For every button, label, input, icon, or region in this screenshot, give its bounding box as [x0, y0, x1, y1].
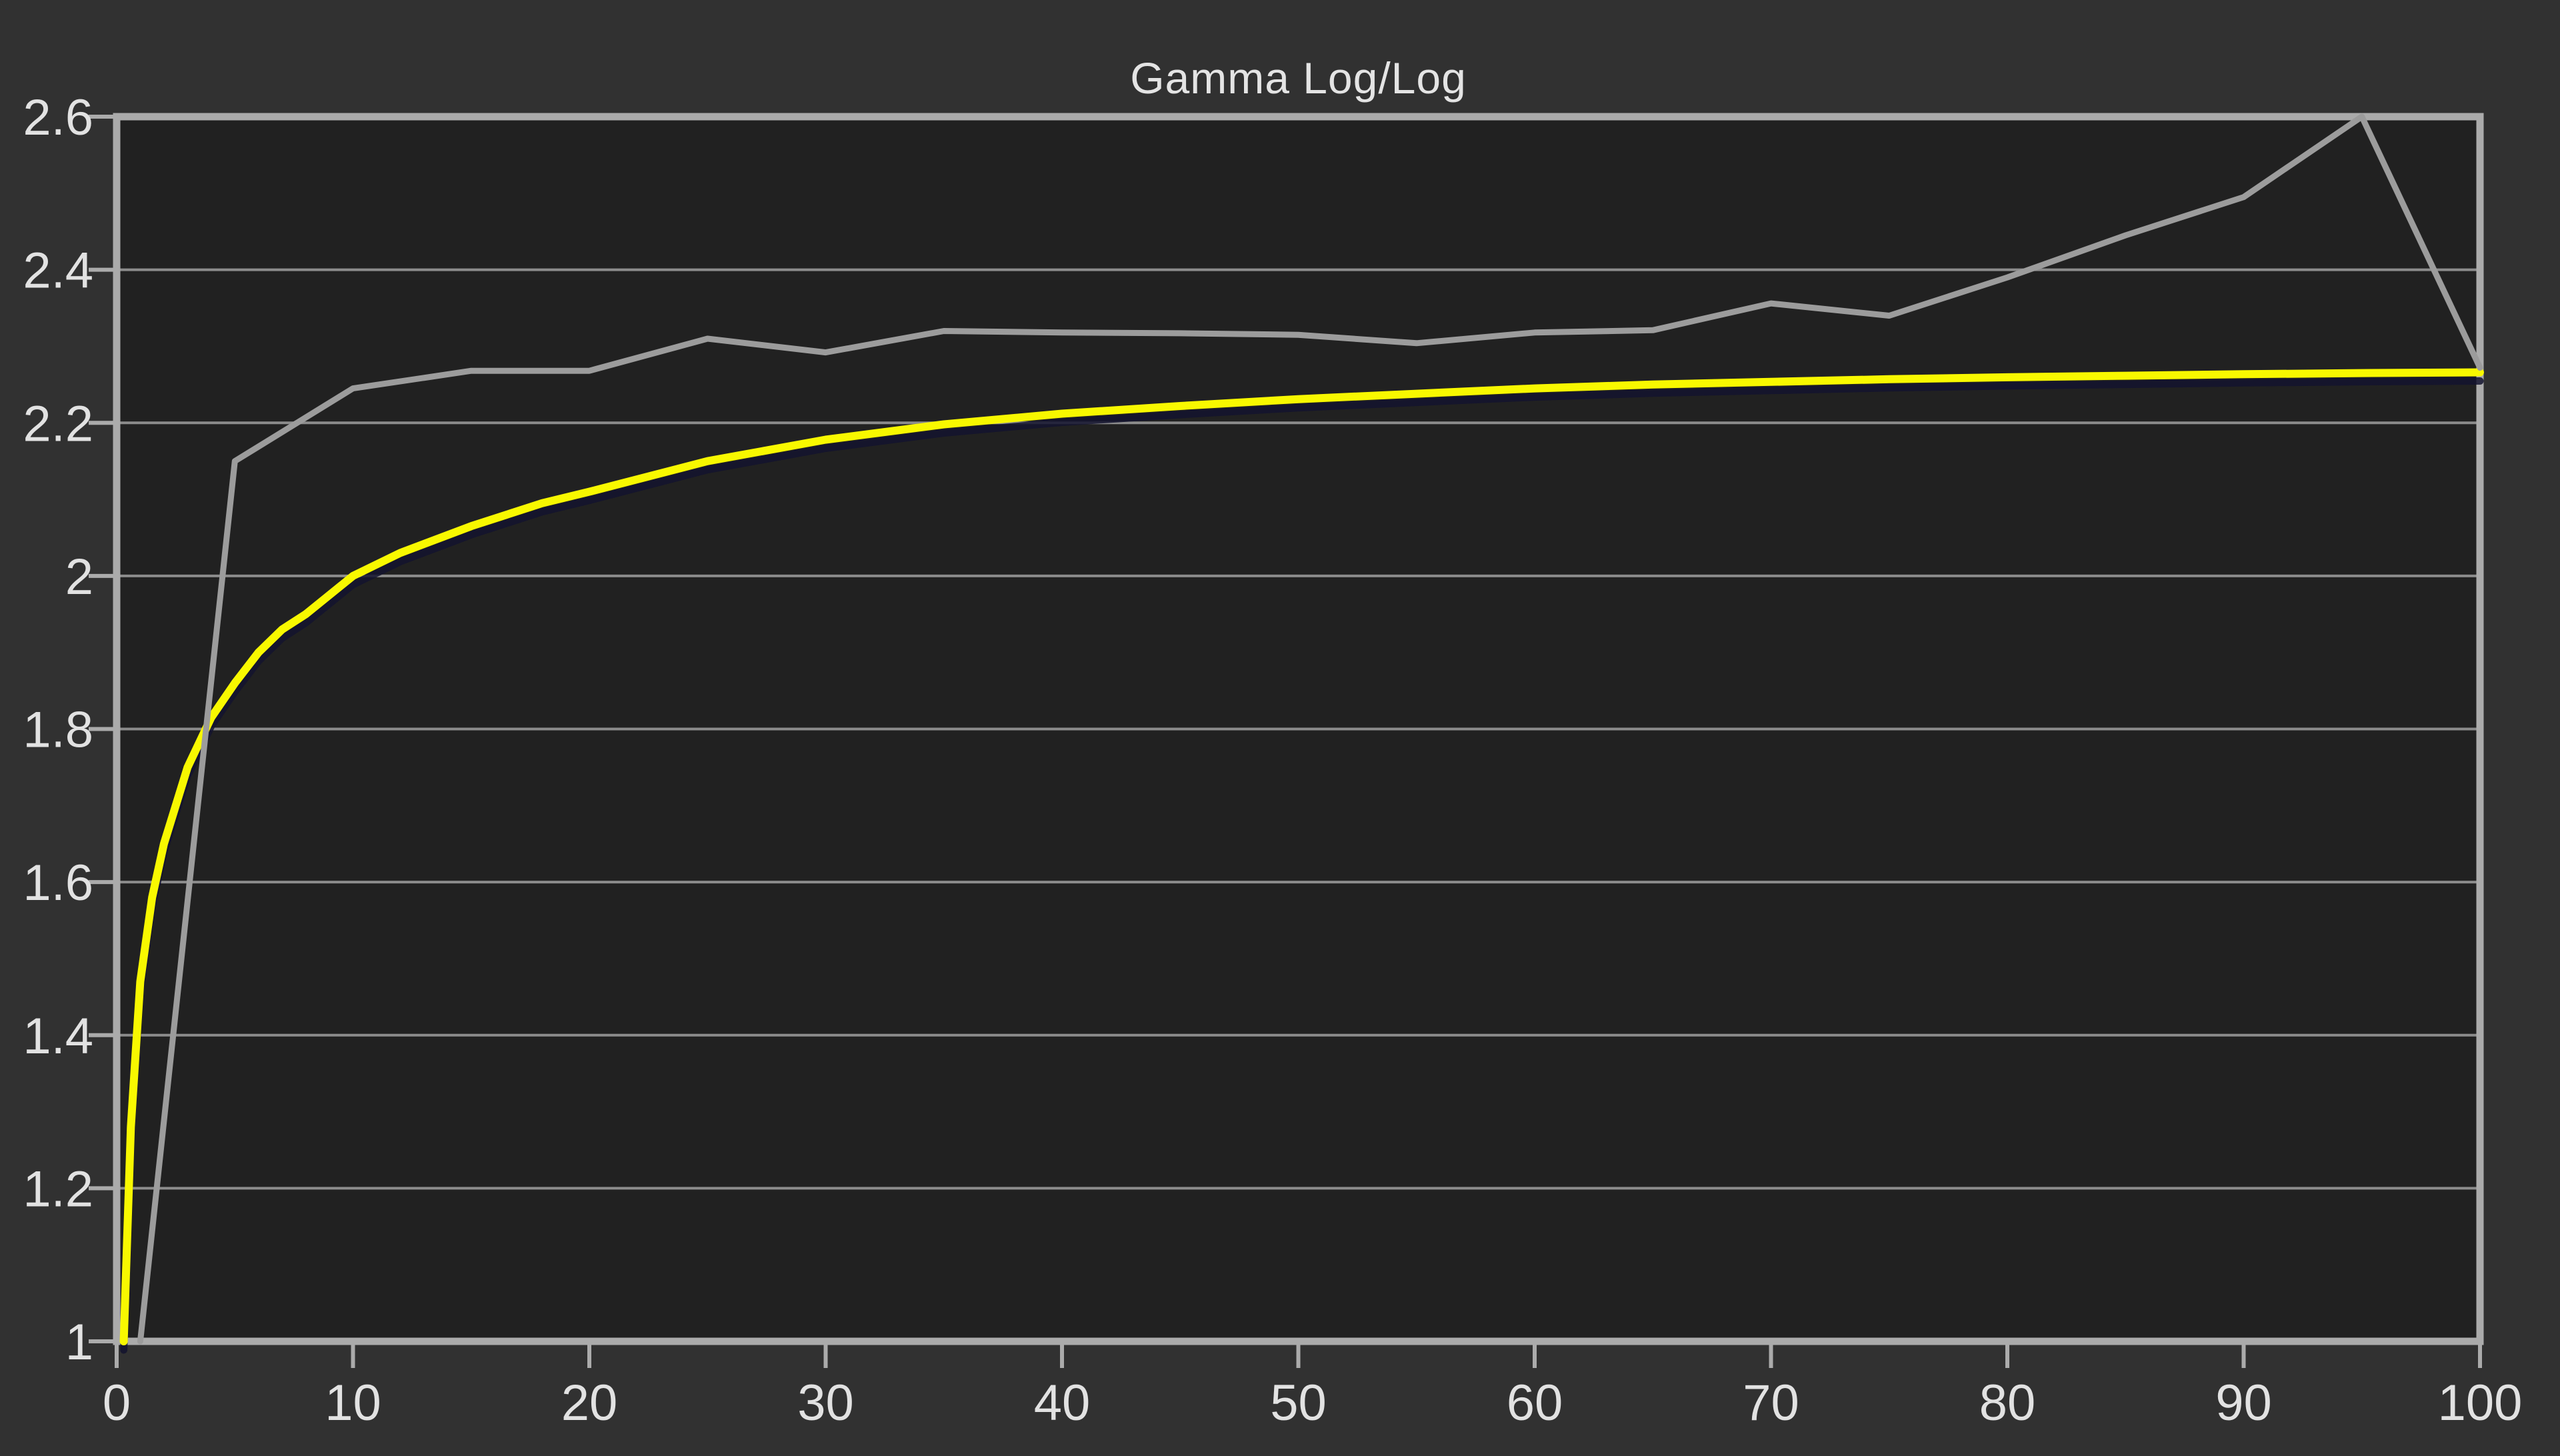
x-tick-label: 10	[325, 1375, 381, 1431]
y-tick-label: 2.4	[23, 243, 93, 299]
y-tick-label: 1.8	[23, 702, 93, 759]
y-tick-label: 2	[65, 549, 93, 605]
chart-frame	[113, 113, 2484, 1345]
x-tick-label: 80	[1979, 1375, 2036, 1431]
y-tick-label: 2.6	[23, 89, 93, 146]
x-tick-label: 60	[1507, 1375, 1563, 1431]
measured-gamma-line	[137, 113, 2483, 1345]
x-tick-label: 70	[1743, 1375, 1799, 1431]
y-tick-label: 1.4	[23, 1008, 93, 1065]
x-tick-label: 100	[2438, 1375, 2523, 1431]
y-tick-label: 1.2	[23, 1161, 93, 1217]
x-tick-label: 50	[1270, 1375, 1327, 1431]
x-tick-label: 30	[797, 1375, 854, 1431]
target-gamma-line	[119, 368, 2484, 1345]
y-tick-label: 2.2	[23, 395, 93, 452]
x-tick-label: 0	[103, 1375, 131, 1431]
x-tick-label: 20	[561, 1375, 618, 1431]
chart-title: Gamma Log/Log	[1130, 53, 1467, 103]
y-tick-label: 1	[65, 1314, 93, 1371]
y-tick-label: 1.6	[23, 855, 93, 911]
x-tick-label: 40	[1034, 1375, 1091, 1431]
x-tick-label: 90	[2215, 1375, 2272, 1431]
